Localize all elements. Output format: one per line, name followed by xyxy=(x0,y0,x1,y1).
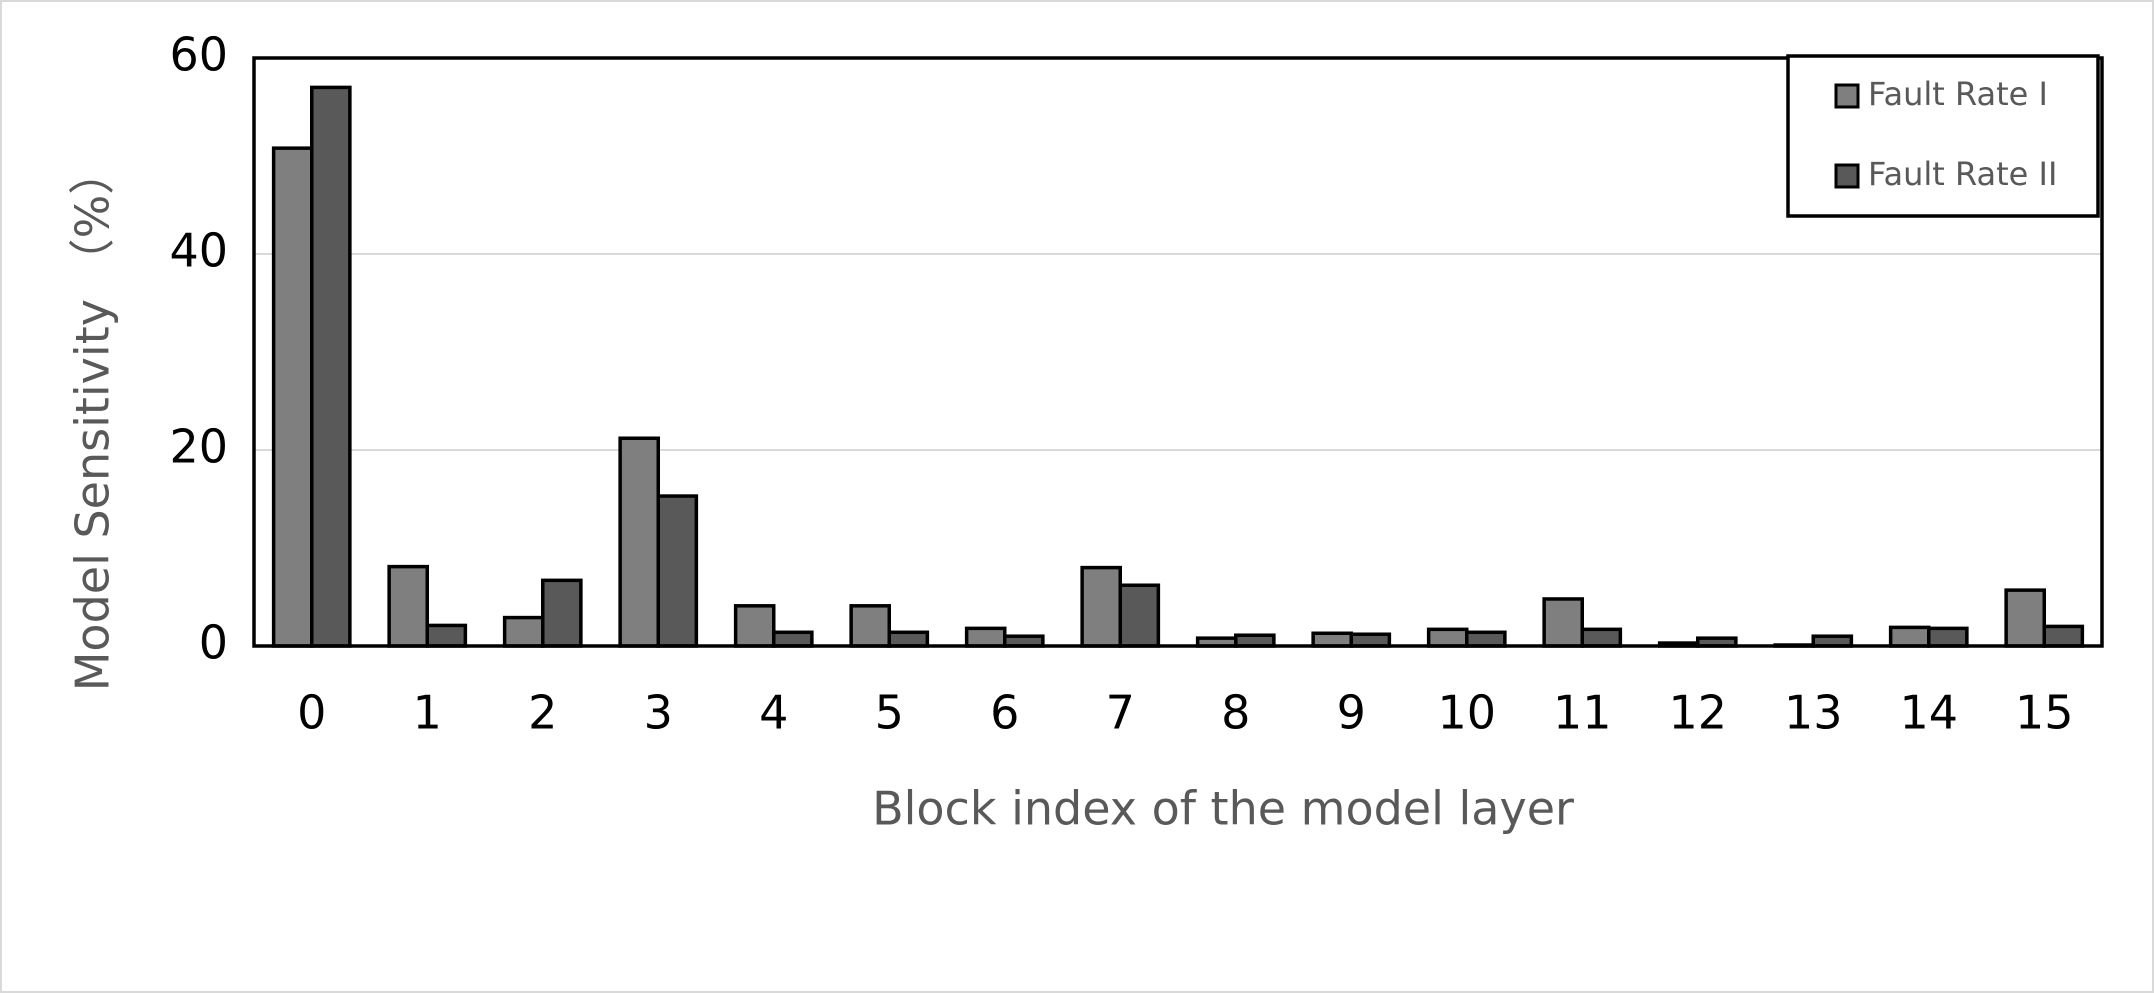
bar xyxy=(1580,627,1623,648)
bar xyxy=(887,630,930,648)
bar xyxy=(1311,631,1354,648)
x-tick-label: 9 xyxy=(1337,686,1366,740)
bar xyxy=(1080,565,1123,648)
x-tick-label: 11 xyxy=(1553,686,1612,740)
plot-frame xyxy=(252,56,2104,648)
x-tick-label: 3 xyxy=(644,686,673,740)
y-tick-label: 20 xyxy=(169,420,228,474)
bar xyxy=(541,578,583,648)
legend-swatch xyxy=(1834,163,1860,189)
x-axis-label: Block index of the model layer xyxy=(872,782,1574,836)
bar xyxy=(271,146,314,648)
bar xyxy=(618,436,661,648)
legend-box xyxy=(1786,54,2100,218)
legend-label: Fault Rate II xyxy=(1868,155,2057,193)
bar xyxy=(425,623,468,648)
bar xyxy=(310,85,352,648)
bar xyxy=(849,604,892,648)
x-tick-label: 4 xyxy=(759,686,788,740)
bar xyxy=(2004,588,2047,648)
x-tick-label: 5 xyxy=(875,686,904,740)
y-axis-label: Model Sensitivity （%） xyxy=(66,149,120,692)
x-tick-label: 8 xyxy=(1221,686,1250,740)
bar xyxy=(502,615,545,648)
bar xyxy=(733,604,776,648)
bar xyxy=(772,630,814,648)
bar xyxy=(1426,627,1469,648)
bar xyxy=(2042,624,2085,648)
bar xyxy=(964,626,1007,648)
bar xyxy=(1118,583,1161,648)
bar xyxy=(1542,597,1585,648)
x-tick-label: 15 xyxy=(2015,686,2074,740)
bar xyxy=(1888,625,1931,648)
x-tick-label: 12 xyxy=(1668,686,1727,740)
y-tick-label: 0 xyxy=(199,616,228,670)
bar xyxy=(1927,626,1969,648)
x-tick-label: 14 xyxy=(1899,686,1958,740)
bar xyxy=(1465,630,1507,648)
x-tick-label: 13 xyxy=(1784,686,1843,740)
legend-label: Fault Rate I xyxy=(1868,75,2048,113)
x-tick-label: 0 xyxy=(297,686,326,740)
x-tick-label: 2 xyxy=(528,686,557,740)
x-tick-label: 7 xyxy=(1106,686,1135,740)
x-tick-label: 6 xyxy=(990,686,1019,740)
y-tick-label: 60 xyxy=(169,28,228,82)
bar xyxy=(387,564,430,648)
bar xyxy=(656,494,699,648)
bar xyxy=(1349,632,1392,648)
legend-swatch xyxy=(1834,83,1860,109)
x-tick-label: 10 xyxy=(1437,686,1496,740)
x-tick-label: 1 xyxy=(413,686,442,740)
y-tick-label: 40 xyxy=(169,224,228,278)
